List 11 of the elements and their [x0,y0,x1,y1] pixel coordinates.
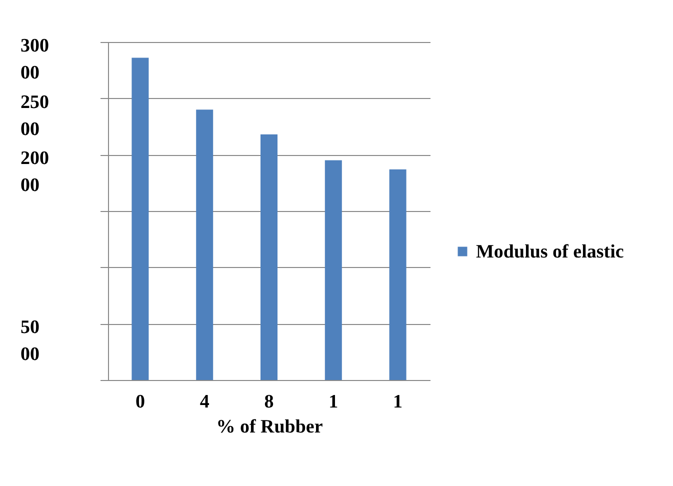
x-tick-label: 4 [200,392,210,412]
y-tick-label: 50 00 [20,317,40,366]
x-tick-label: 8 [264,392,274,412]
x-tick-label: 1 [328,392,338,412]
x-tick-label: 0 [135,392,145,412]
y-tick-label: 300 00 [20,36,49,84]
y-tick-label: 200 00 [20,148,49,196]
x-tick-label: 1 [393,392,403,412]
y-tick-label: 250 00 [20,92,49,140]
x-axis-title: % of Rubber [216,416,324,438]
legend-label: Modulus of elastic [476,242,624,262]
